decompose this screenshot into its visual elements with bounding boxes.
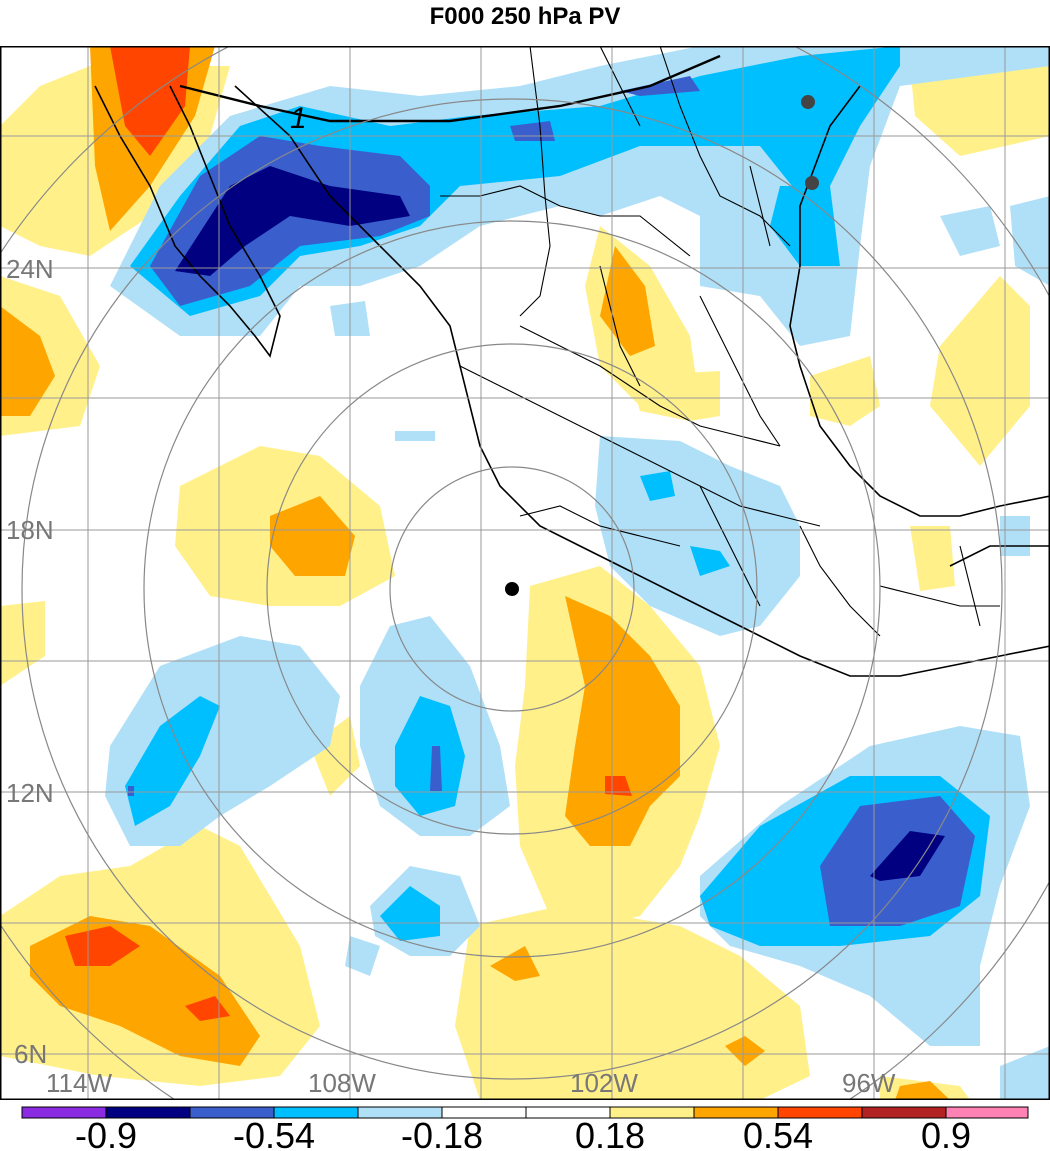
border [519, 505, 681, 547]
warm-region [725, 1036, 765, 1066]
border [519, 46, 551, 317]
cool-region [620, 76, 700, 96]
warm-region [0, 306, 55, 416]
warm-region [310, 716, 360, 796]
map-title: F000 250 hPa PV [429, 3, 621, 30]
lat-label: 12N [6, 778, 54, 808]
border [879, 585, 1000, 607]
lat-label: 6N [14, 1039, 47, 1069]
gulf-coast [789, 85, 1050, 517]
lon-label: 114W [46, 1068, 112, 1098]
cool-region [640, 471, 675, 501]
cool-region [175, 166, 410, 276]
lon-label: 108W [308, 1068, 376, 1098]
contour-line [179, 54, 721, 123]
cool-region [380, 886, 440, 941]
warm-region [65, 926, 140, 966]
border [799, 525, 881, 637]
warm-region [895, 1081, 950, 1100]
cool-region [130, 46, 900, 316]
pacific-coast [234, 85, 1050, 677]
station-marker [801, 95, 815, 109]
baja-coast [94, 85, 281, 358]
border [959, 545, 981, 627]
warm-region [630, 371, 720, 421]
warm-region [600, 246, 655, 356]
colorbar-label: 0.18 [575, 1115, 645, 1151]
cool-region [395, 431, 435, 441]
range-rings [0, 46, 1050, 1100]
state-borders [440, 46, 1000, 637]
warm-region [0, 601, 45, 686]
colorbar-label: -0.18 [401, 1115, 483, 1151]
border [599, 265, 641, 387]
border [699, 295, 781, 447]
border [519, 325, 781, 447]
cool-region [1000, 1046, 1050, 1100]
cool-region [870, 831, 945, 881]
warm-region [455, 906, 810, 1100]
colorbar-label: -0.9 [75, 1115, 137, 1151]
lon-label: 96W [842, 1068, 896, 1098]
warm-region [490, 946, 540, 981]
warm-region [110, 46, 190, 156]
border [699, 485, 761, 607]
border [659, 46, 791, 247]
colorbar-label: 0.9 [921, 1115, 971, 1151]
cool-region [128, 786, 134, 796]
cool-region [125, 696, 220, 826]
border [619, 445, 821, 527]
cool-region [345, 936, 380, 976]
colorbar: -0.9 -0.54 -0.18 0.18 0.54 0.9 [21, 1106, 1029, 1151]
border [599, 46, 641, 127]
cool-region [1010, 196, 1050, 286]
colorbar-swatches [21, 1106, 1029, 1119]
border [440, 185, 691, 257]
cool-region [770, 186, 840, 266]
cool-region [940, 206, 1000, 256]
border [459, 365, 621, 447]
cool-region [690, 546, 730, 576]
pv-map: 1 [0, 46, 1050, 1100]
cool-region [430, 746, 442, 791]
warm-region [565, 596, 680, 846]
warm-region [910, 526, 955, 591]
colorbar-swatch [945, 1106, 1029, 1119]
lat-label: 18N [6, 515, 54, 545]
colorbar-label: 0.54 [743, 1115, 813, 1151]
lon-label: 102W [570, 1068, 638, 1098]
center-marker [505, 582, 519, 596]
cool-region [395, 696, 465, 816]
border [749, 165, 771, 247]
colorbar-label: -0.54 [233, 1115, 315, 1151]
warm-region [810, 356, 880, 426]
map-frame [0, 46, 1050, 1100]
lat-label: 24N [6, 254, 54, 284]
warm-region [270, 496, 355, 576]
contour-label: 1 [290, 102, 307, 135]
station-marker [805, 176, 819, 190]
